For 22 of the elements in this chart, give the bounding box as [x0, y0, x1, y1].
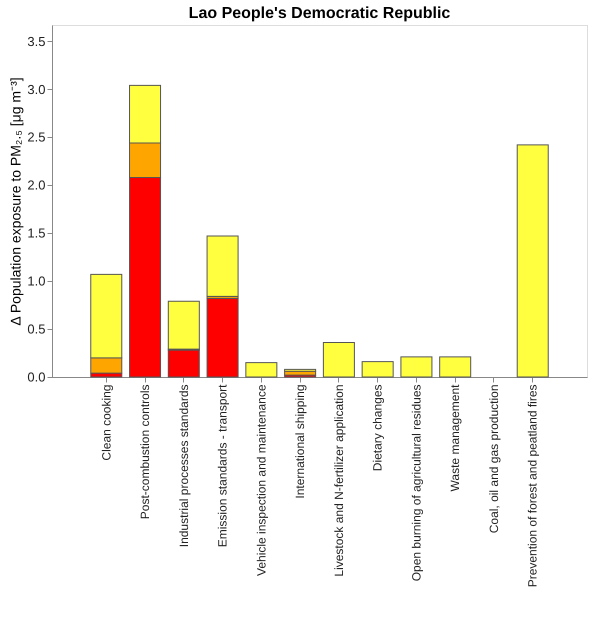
x-tick-label: Emission standards - transport [216, 384, 230, 548]
x-tick-label: Coal, oil and gas production [486, 384, 501, 534]
chart-title: Lao People's Democratic Republic [188, 5, 450, 22]
y-tick-label: 3.5 [27, 34, 46, 49]
x-tick-label: Industrial processes standards [176, 384, 191, 548]
x-tick-label: Vehicle inspection and maintenance [254, 384, 268, 576]
x-tick-label: Clean cooking [99, 384, 114, 461]
y-tick-label: 0.5 [27, 322, 46, 337]
x-tick-label: Post-combustion controls [138, 384, 152, 520]
y-tick-label: 3.0 [27, 82, 46, 97]
y-tick-label: 1.5 [27, 226, 46, 241]
x-tick-label: Prevention of forest and peatland fires [526, 384, 540, 588]
x-tick-label: Dietary changes [370, 384, 385, 472]
y-tick-label: 0.0 [27, 370, 46, 384]
x-tick-label: Waste management [448, 384, 462, 492]
x-tick-label: Open burning of agricultural residues [409, 384, 424, 582]
y-tick-label: 2.5 [27, 130, 46, 145]
x-tick-label: International shipping [293, 384, 308, 499]
y-tick-label: 1.0 [27, 274, 46, 289]
y-axis-title: Δ Population exposure to PM₂.₅ [μg m⁻³] [7, 77, 24, 326]
y-tick-label: 2.0 [27, 178, 46, 193]
x-tick-label: Livestock and N-fertilizer application [332, 384, 346, 577]
